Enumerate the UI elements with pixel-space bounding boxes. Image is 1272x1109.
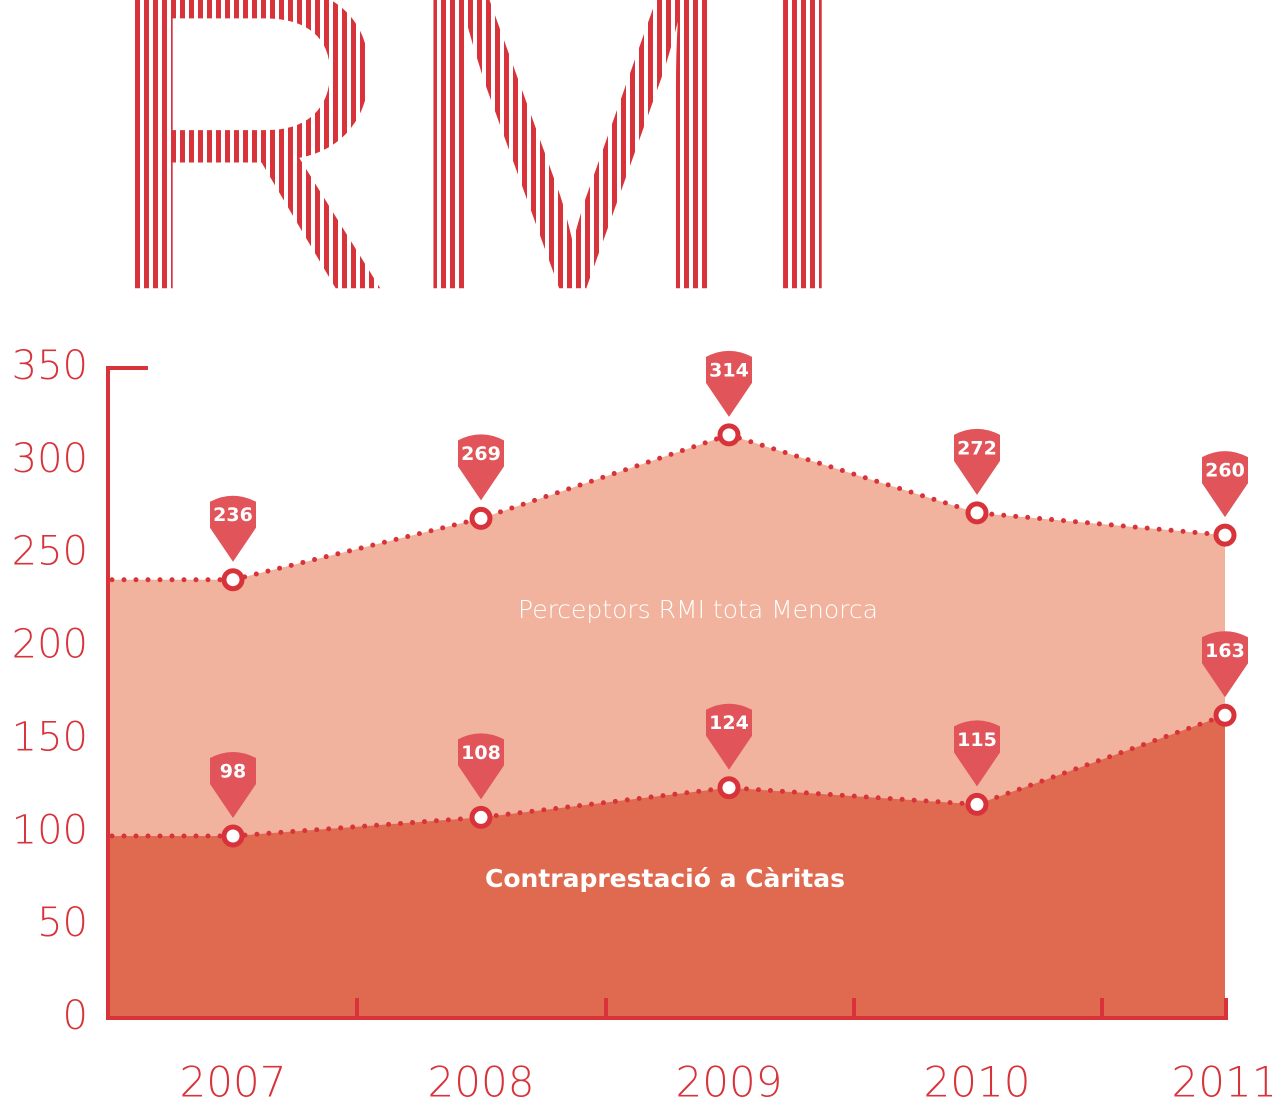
y-tick-label: 200: [12, 622, 88, 668]
value-label: 314: [709, 359, 749, 381]
point: [965, 501, 989, 525]
y-tick-label: 50: [37, 900, 88, 946]
value-label: 124: [709, 712, 749, 734]
value-pin: [706, 703, 752, 770]
y-tick-label: 250: [12, 529, 88, 575]
point: [1213, 523, 1237, 547]
value-pin: [1202, 631, 1248, 698]
y-tick-label: 350: [12, 343, 88, 389]
point: [221, 568, 245, 592]
x-tick-label: 2009: [676, 1058, 783, 1107]
x-tick-label: 2010: [924, 1058, 1031, 1107]
value-label: 108: [461, 742, 501, 764]
x-tick-label: 2008: [428, 1058, 535, 1107]
value-label: 260: [1205, 460, 1245, 482]
y-tick-label: 0: [63, 993, 88, 1039]
point: [469, 805, 493, 829]
value-label: 163: [1205, 640, 1245, 662]
value-pin: [954, 428, 1000, 495]
value-label: 236: [213, 504, 253, 526]
value-pin: [210, 495, 256, 562]
value-pin: [1202, 451, 1248, 518]
x-tick-label: 2011: [1172, 1058, 1272, 1107]
value-pin: [458, 434, 504, 501]
value-pin: [210, 752, 256, 818]
value-pin: [954, 720, 1000, 787]
chart-title: RMI: [100, 0, 860, 382]
y-tick-label: 100: [12, 807, 88, 853]
point: [717, 423, 741, 447]
area: [233, 715, 1225, 1018]
y-tick-label: 150: [12, 714, 88, 760]
y-tick-label: 300: [12, 436, 88, 482]
x-tick-label: 2007: [180, 1058, 287, 1107]
value-label: 272: [957, 437, 997, 459]
value-label: 115: [957, 729, 997, 751]
point: [221, 824, 245, 848]
point: [717, 776, 741, 800]
area-lead: [108, 836, 233, 1018]
value-label: 98: [220, 761, 246, 783]
point: [1213, 703, 1237, 727]
value-pin: [706, 350, 752, 417]
value-label: 269: [461, 443, 501, 465]
line: [230, 712, 1228, 839]
value-pin: [458, 733, 504, 800]
point: [965, 792, 989, 816]
axis-line: [106, 366, 1228, 1020]
series-label: Perceptors RMI tota Menorca: [518, 595, 878, 624]
series-label: Contraprestació a Càritas: [485, 864, 845, 893]
point: [469, 506, 493, 530]
